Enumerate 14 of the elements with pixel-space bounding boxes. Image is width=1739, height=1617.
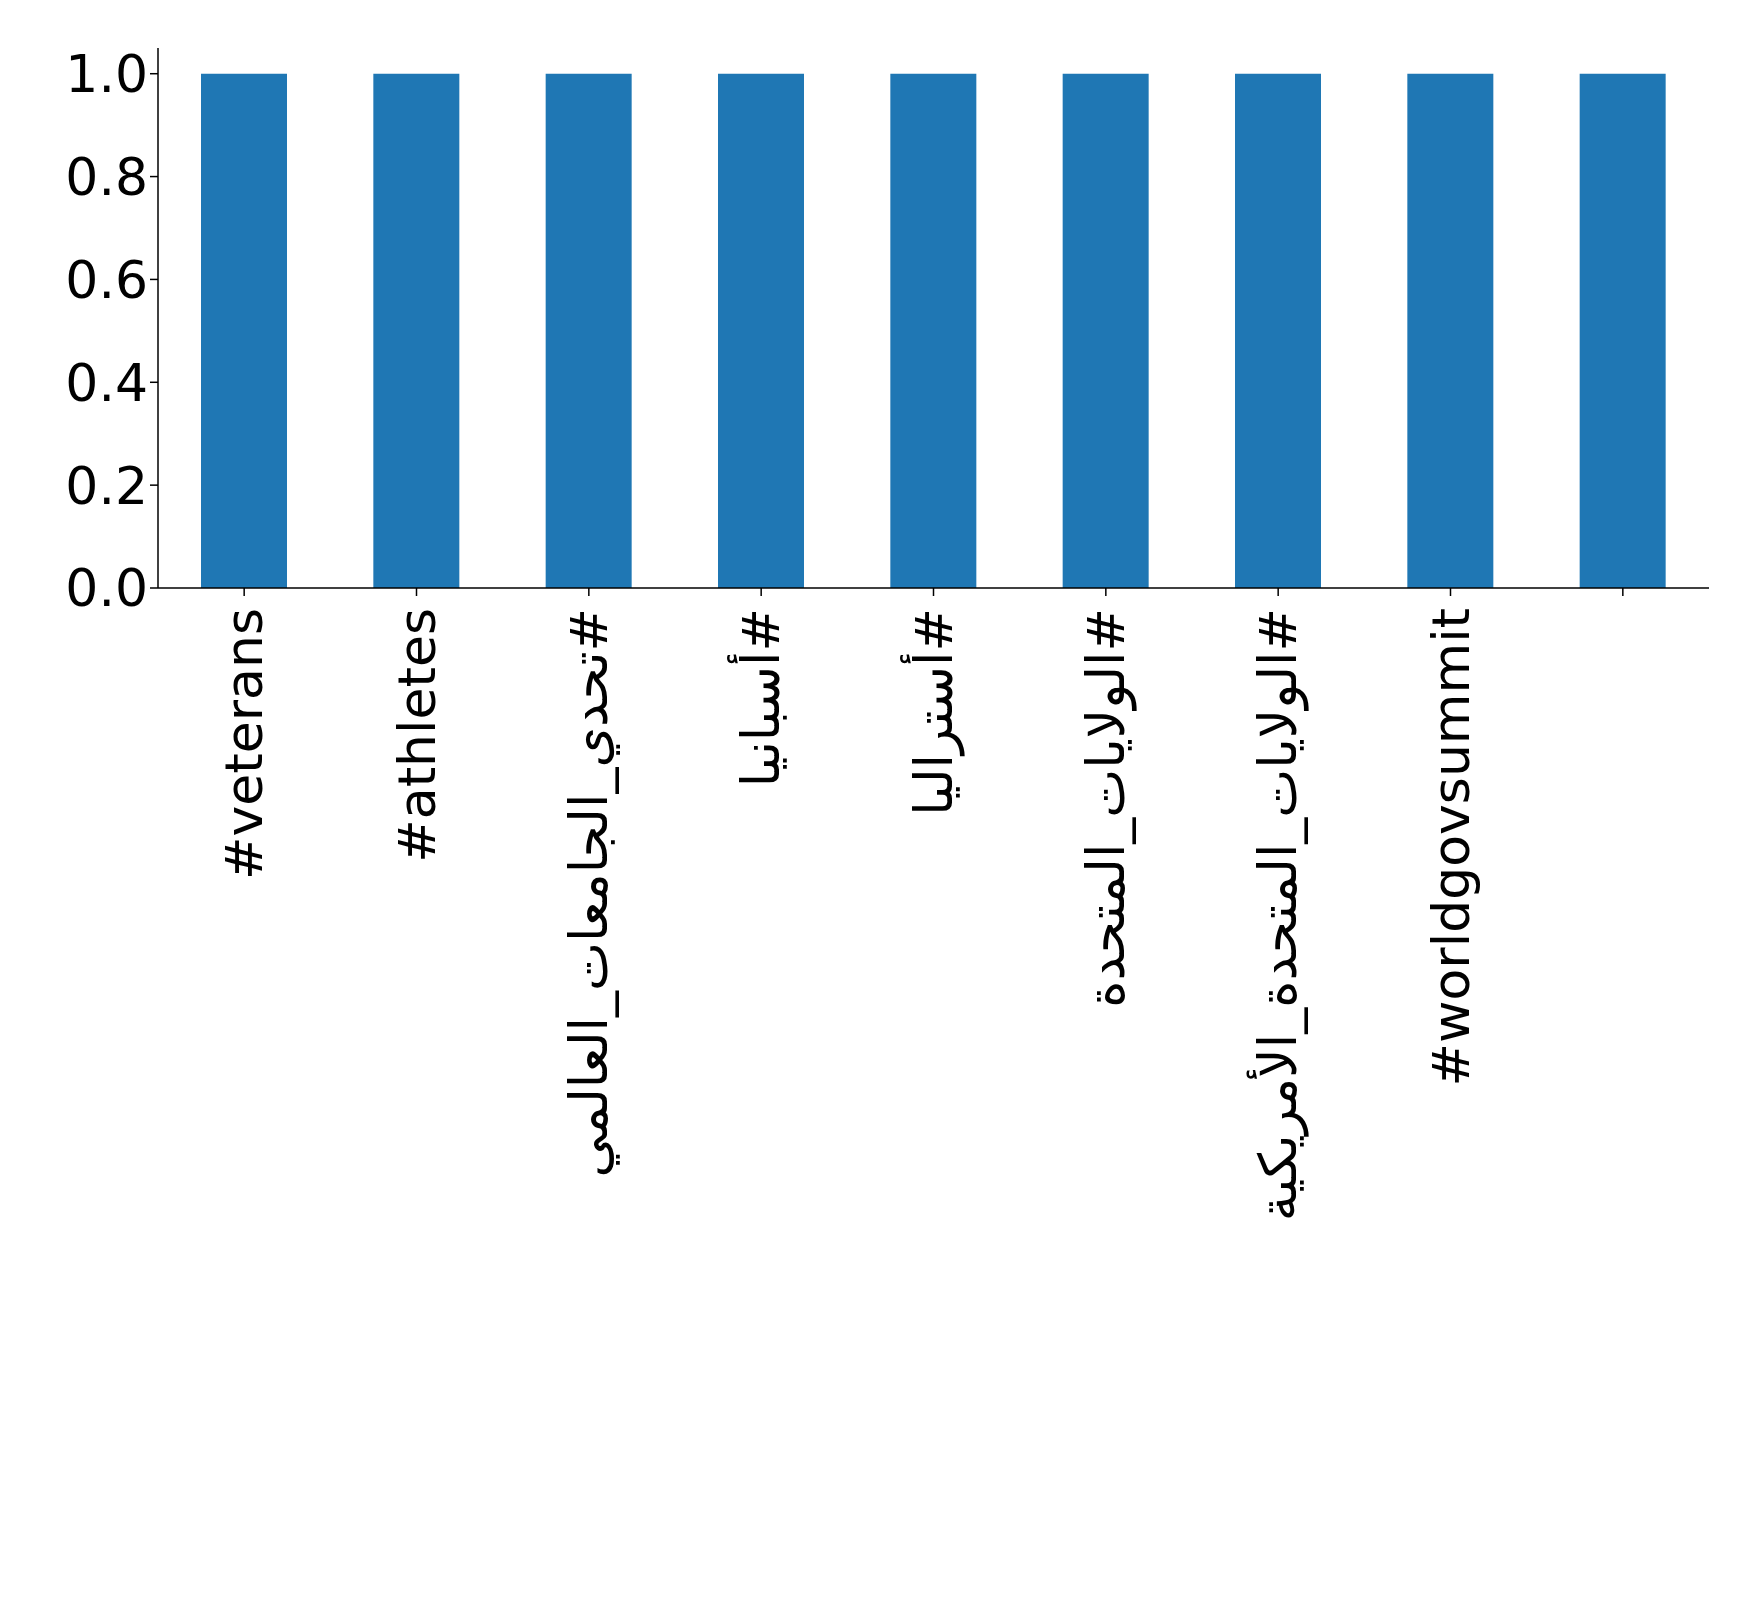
y-tick-label: 0.8 (65, 147, 148, 208)
x-tick-label: #الولايات_المتحدة (1076, 608, 1138, 1008)
x-tick-label: #أسبانيا (727, 608, 792, 788)
x-tick-label: #تحدي_الجامعات_العالمي (559, 608, 621, 1178)
y-tick-label: 1.0 (65, 44, 148, 105)
x-tick-label: #worldgovsummit (1420, 608, 1481, 1087)
x-tick-label: #veterans (214, 608, 275, 881)
y-tick-label: 0.0 (65, 558, 148, 619)
y-tick-label: 0.4 (65, 352, 148, 413)
x-tick-label: #athletes (386, 608, 447, 863)
x-tick-label: #الولايات_المتحدة_الأمريكية (1246, 608, 1310, 1222)
y-tick-label: 0.6 (65, 249, 148, 310)
y-tick-label: 0.2 (65, 455, 148, 516)
x-tick-label: #أستراليا (899, 608, 965, 816)
